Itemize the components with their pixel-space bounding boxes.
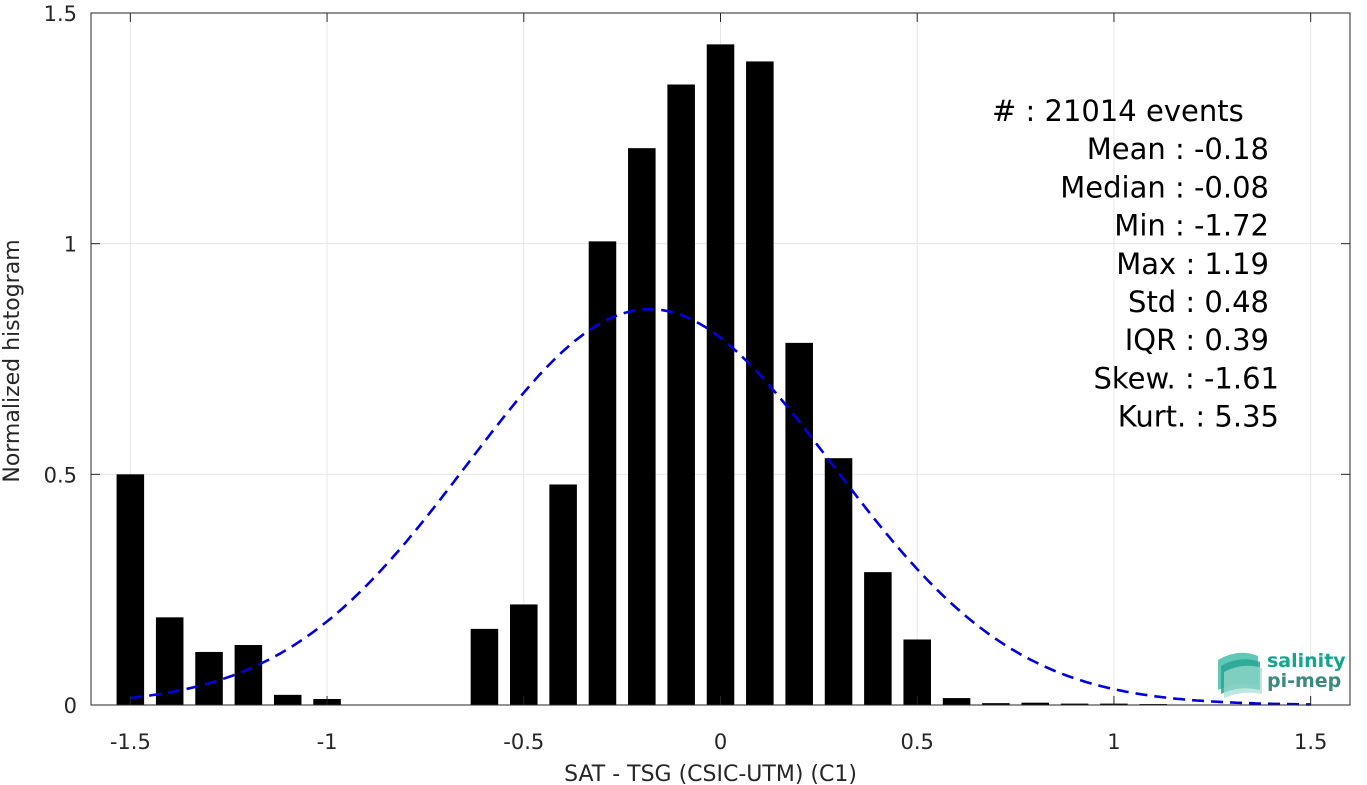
- y-tick-label: 1: [64, 233, 77, 257]
- histogram-bar: [903, 639, 931, 705]
- stat-line: IQR : 0.39: [1125, 323, 1269, 357]
- logo-text-pi-mep: pi-mep: [1267, 670, 1341, 692]
- x-tick-label: -1: [317, 730, 338, 754]
- histogram-bar: [785, 342, 813, 705]
- stat-line: Kurt. : 5.35: [1118, 400, 1279, 434]
- histogram-bars: [116, 44, 1325, 706]
- histogram-bar: [942, 698, 971, 705]
- x-tick-label: 0.5: [901, 730, 934, 754]
- histogram-bar: [1021, 702, 1050, 705]
- stat-line: Median : -0.08: [1060, 170, 1269, 204]
- y-axis-label: Normalized histogram: [0, 239, 25, 482]
- histogram-bar: [195, 651, 223, 705]
- statistics-box: # : 21014 events Mean : -0.18 Median : -0.…: [992, 94, 1279, 434]
- y-tick-label: 1.5: [44, 2, 77, 26]
- x-tick-label: 0: [714, 730, 727, 754]
- histogram-bar: [746, 61, 774, 705]
- stat-line: Mean : -0.18: [1087, 132, 1269, 166]
- histogram-bar: [588, 241, 617, 706]
- stat-line: Min : -1.72: [1114, 209, 1269, 243]
- histogram-bar: [824, 458, 853, 705]
- histogram-bar: [549, 484, 577, 705]
- histogram-bar: [667, 84, 695, 706]
- stat-line: # : 21014 events: [992, 94, 1244, 128]
- axis-ticks: -1.5 -1 -0.5 0 0.5 1 1.5 0 0.5 1 1.5: [44, 2, 1350, 754]
- normal-fit-curve: [130, 307, 1311, 706]
- histogram-bar: [510, 604, 538, 705]
- x-axis-label: SAT - TSG (CSIC-UTM) (C1): [564, 762, 857, 785]
- x-tick-label: -1.5: [110, 730, 151, 754]
- x-tick-label: -0.5: [503, 730, 544, 754]
- histogram-bar: [628, 148, 656, 706]
- histogram-bar: [1060, 703, 1089, 705]
- histogram-bar: [982, 703, 1010, 705]
- logo-wave-icon: [1218, 652, 1262, 698]
- histogram-bar: [234, 645, 263, 705]
- x-tick-label: 1.5: [1294, 730, 1327, 754]
- x-tick-label: 1: [1107, 730, 1120, 754]
- stat-line: Skew. : -1.61: [1093, 361, 1279, 395]
- histogram-bar: [470, 628, 499, 705]
- stat-line: Max : 1.19: [1116, 247, 1269, 281]
- y-tick-label: 0: [64, 694, 77, 718]
- histogram-bar: [864, 572, 892, 705]
- histogram-bar: [706, 44, 735, 705]
- salinity-pi-mep-logo: salinity pi-mep: [1218, 650, 1346, 698]
- histogram-bar: [116, 474, 145, 705]
- histogram-bar: [273, 694, 302, 705]
- stat-line: Std : 0.48: [1128, 285, 1269, 319]
- y-tick-label: 0.5: [44, 463, 77, 487]
- logo-text-salinity: salinity: [1267, 650, 1346, 672]
